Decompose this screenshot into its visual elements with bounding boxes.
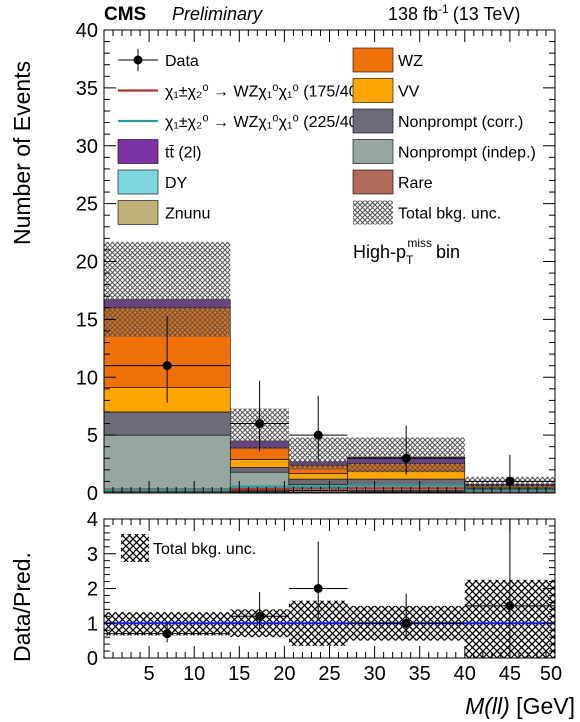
stack-bar [288, 473, 348, 480]
y-tick-label: 25 [76, 194, 98, 216]
main-ylabel: Number of Events [9, 61, 35, 245]
legend-label: Nonprompt (indep.) [398, 145, 536, 162]
legend-label: Total bkg. unc. [398, 206, 501, 223]
ratio-y-tick-label: 4 [87, 509, 98, 531]
ratio-legend-swatch [121, 534, 149, 562]
stack-bar [229, 459, 290, 468]
x-tick-label: 5 [144, 663, 155, 685]
legend-marker [133, 55, 143, 65]
legend-label: χ₁±χ₂⁰ → WZχ₁⁰χ₁⁰ (225/40) [165, 114, 363, 131]
y-tick-label: 20 [76, 252, 98, 274]
y-tick-label: 35 [76, 78, 98, 100]
header-lumi: 138 fb-1 (13 TeV) [388, 2, 520, 24]
stack-bar [347, 478, 466, 486]
legend-label: Data [165, 53, 199, 70]
ratio-point [505, 601, 515, 611]
ratio-point [401, 618, 411, 628]
ratio-point [255, 611, 265, 621]
y-tick-label: 5 [87, 425, 98, 447]
x-tick-label: 50 [540, 663, 562, 685]
x-tick-label: 15 [228, 663, 250, 685]
ratio-legend: Total bkg. unc. [121, 534, 256, 562]
legend-label: Rare [398, 175, 433, 192]
x-tick-label: 45 [499, 663, 521, 685]
legend-swatch [117, 169, 159, 195]
legend-label: VV [398, 84, 420, 101]
data-point [401, 453, 411, 463]
legend-label: χ₁±χ₂⁰ → WZχ₁⁰χ₁⁰ (175/40) [165, 84, 363, 101]
legend-label: Znunu [165, 206, 210, 223]
legend-swatch [352, 108, 394, 134]
bin-annotation: High-pTmiss bin [353, 236, 460, 267]
ratio-point [162, 629, 172, 639]
data-point [313, 430, 323, 440]
y-tick-label: 10 [76, 367, 98, 389]
legend: Data χ₁±χ₂⁰ → WZχ₁⁰χ₁⁰ (175/40) χ₁±χ₂⁰ → W… [117, 47, 536, 225]
header-experiment: CMS [104, 4, 146, 25]
xlabel: M(ll) [GeV] [465, 693, 575, 719]
x-tick-label: 30 [363, 663, 385, 685]
stack-bar [103, 434, 231, 490]
main-plot: 0 5 10 15 20 25 30 35 40 [76, 20, 556, 505]
stack-bar [288, 478, 348, 485]
data-point [162, 361, 172, 371]
x-tick-label: 25 [318, 663, 340, 685]
y-tick-label: 40 [76, 20, 98, 42]
stack-bar [103, 411, 231, 436]
legend-swatch [353, 200, 393, 225]
y-tick-label: 30 [76, 136, 98, 158]
y-tick-label: 0 [87, 483, 98, 505]
legend-label: WZ [398, 53, 423, 70]
stack-bar [229, 467, 290, 473]
legend-swatch [352, 47, 394, 73]
x-tick-label: 20 [273, 663, 295, 685]
legend-label: Nonprompt (corr.) [398, 114, 523, 131]
ratio-y-tick-label: 2 [87, 579, 98, 601]
legend-swatch [352, 78, 394, 103]
y-tick-label: 15 [76, 309, 98, 331]
ratio-point [313, 584, 323, 593]
x-tick-label: 40 [454, 663, 476, 685]
legend-swatch [117, 200, 159, 225]
legend-swatch [352, 139, 394, 164]
legend-swatch [117, 139, 159, 164]
header-status: Preliminary [172, 4, 263, 24]
x-tick-label: 10 [183, 663, 205, 685]
ratio-y-tick-label: 1 [87, 613, 98, 635]
legend-label: tt̄ (2l) [165, 145, 201, 162]
ratio-y-tick-label: 3 [87, 544, 98, 566]
data-point [255, 419, 265, 429]
ratio-y-tick-label: 0 [87, 648, 98, 670]
legend-swatch [352, 169, 394, 195]
ratio-legend-label: Total bkg. unc. [153, 541, 256, 558]
ratio-ylabel: Data/Pred. [9, 552, 35, 662]
legend-label: DY [165, 175, 188, 192]
x-tick-label: 35 [409, 663, 431, 685]
